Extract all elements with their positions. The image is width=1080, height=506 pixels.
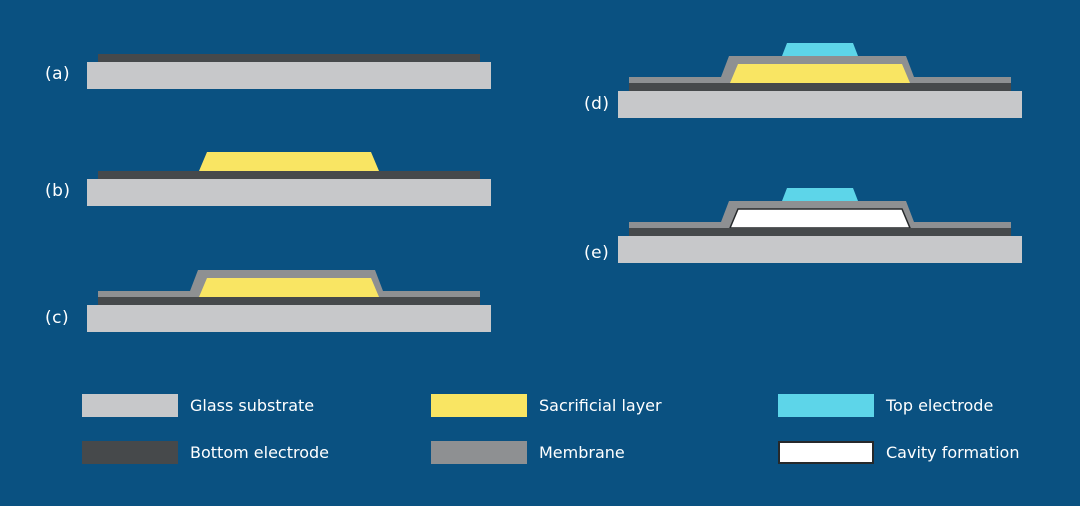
legend-label-top-electrode: Top electrode <box>886 396 994 415</box>
legend-label-sacrificial-layer: Sacrificial layer <box>539 396 662 415</box>
bottom-electrode-swatch <box>82 441 178 464</box>
glass-substrate-layer <box>618 236 1022 263</box>
sacrificial-layer <box>199 152 379 171</box>
legend-label-glass-substrate: Glass substrate <box>190 396 315 415</box>
glass-substrate-layer <box>87 62 491 89</box>
bottom-electrode-layer <box>98 54 480 62</box>
cavity-formation-swatch <box>778 441 874 464</box>
sacrificial-layer <box>730 64 910 83</box>
legend-item-bottom-electrode: Bottom electrode <box>82 441 329 464</box>
glass-substrate-swatch <box>82 394 178 417</box>
step-e-diagram <box>618 171 1028 267</box>
step-a-label: (a) <box>45 64 71 84</box>
legend-label-membrane: Membrane <box>539 443 625 462</box>
step-d-diagram <box>618 26 1028 122</box>
sacrificial-layer-swatch <box>431 394 527 417</box>
step-a-diagram <box>87 0 497 93</box>
legend-item-top-electrode: Top electrode <box>778 394 993 417</box>
membrane-swatch <box>431 441 527 464</box>
cavity-layer <box>728 208 912 229</box>
step-b-label: (b) <box>45 181 71 201</box>
bottom-electrode-layer <box>98 297 480 305</box>
glass-substrate-layer <box>618 91 1022 118</box>
top-electrode-layer <box>782 43 858 56</box>
bottom-electrode-layer <box>98 171 480 179</box>
step-d-label: (d) <box>584 94 610 114</box>
step-c-label: (c) <box>45 308 70 328</box>
top-electrode-swatch <box>778 394 874 417</box>
legend-label-cavity-formation: Cavity formation <box>886 443 1020 462</box>
step-c-diagram <box>87 240 497 336</box>
legend-label-bottom-electrode: Bottom electrode <box>190 443 329 462</box>
bottom-electrode-layer <box>629 83 1011 91</box>
glass-substrate-layer <box>87 305 491 332</box>
step-b-diagram <box>87 114 497 210</box>
legend-item-sacrificial-layer: Sacrificial layer <box>431 394 662 417</box>
legend-item-glass-substrate: Glass substrate <box>82 394 314 417</box>
legend-item-membrane: Membrane <box>431 441 625 464</box>
glass-substrate-layer <box>87 179 491 206</box>
step-e-label: (e) <box>584 243 610 263</box>
top-electrode-layer <box>782 188 858 201</box>
legend-item-cavity-formation: Cavity formation <box>778 441 1019 464</box>
sacrificial-layer <box>199 278 379 297</box>
bottom-electrode-layer <box>629 228 1011 236</box>
